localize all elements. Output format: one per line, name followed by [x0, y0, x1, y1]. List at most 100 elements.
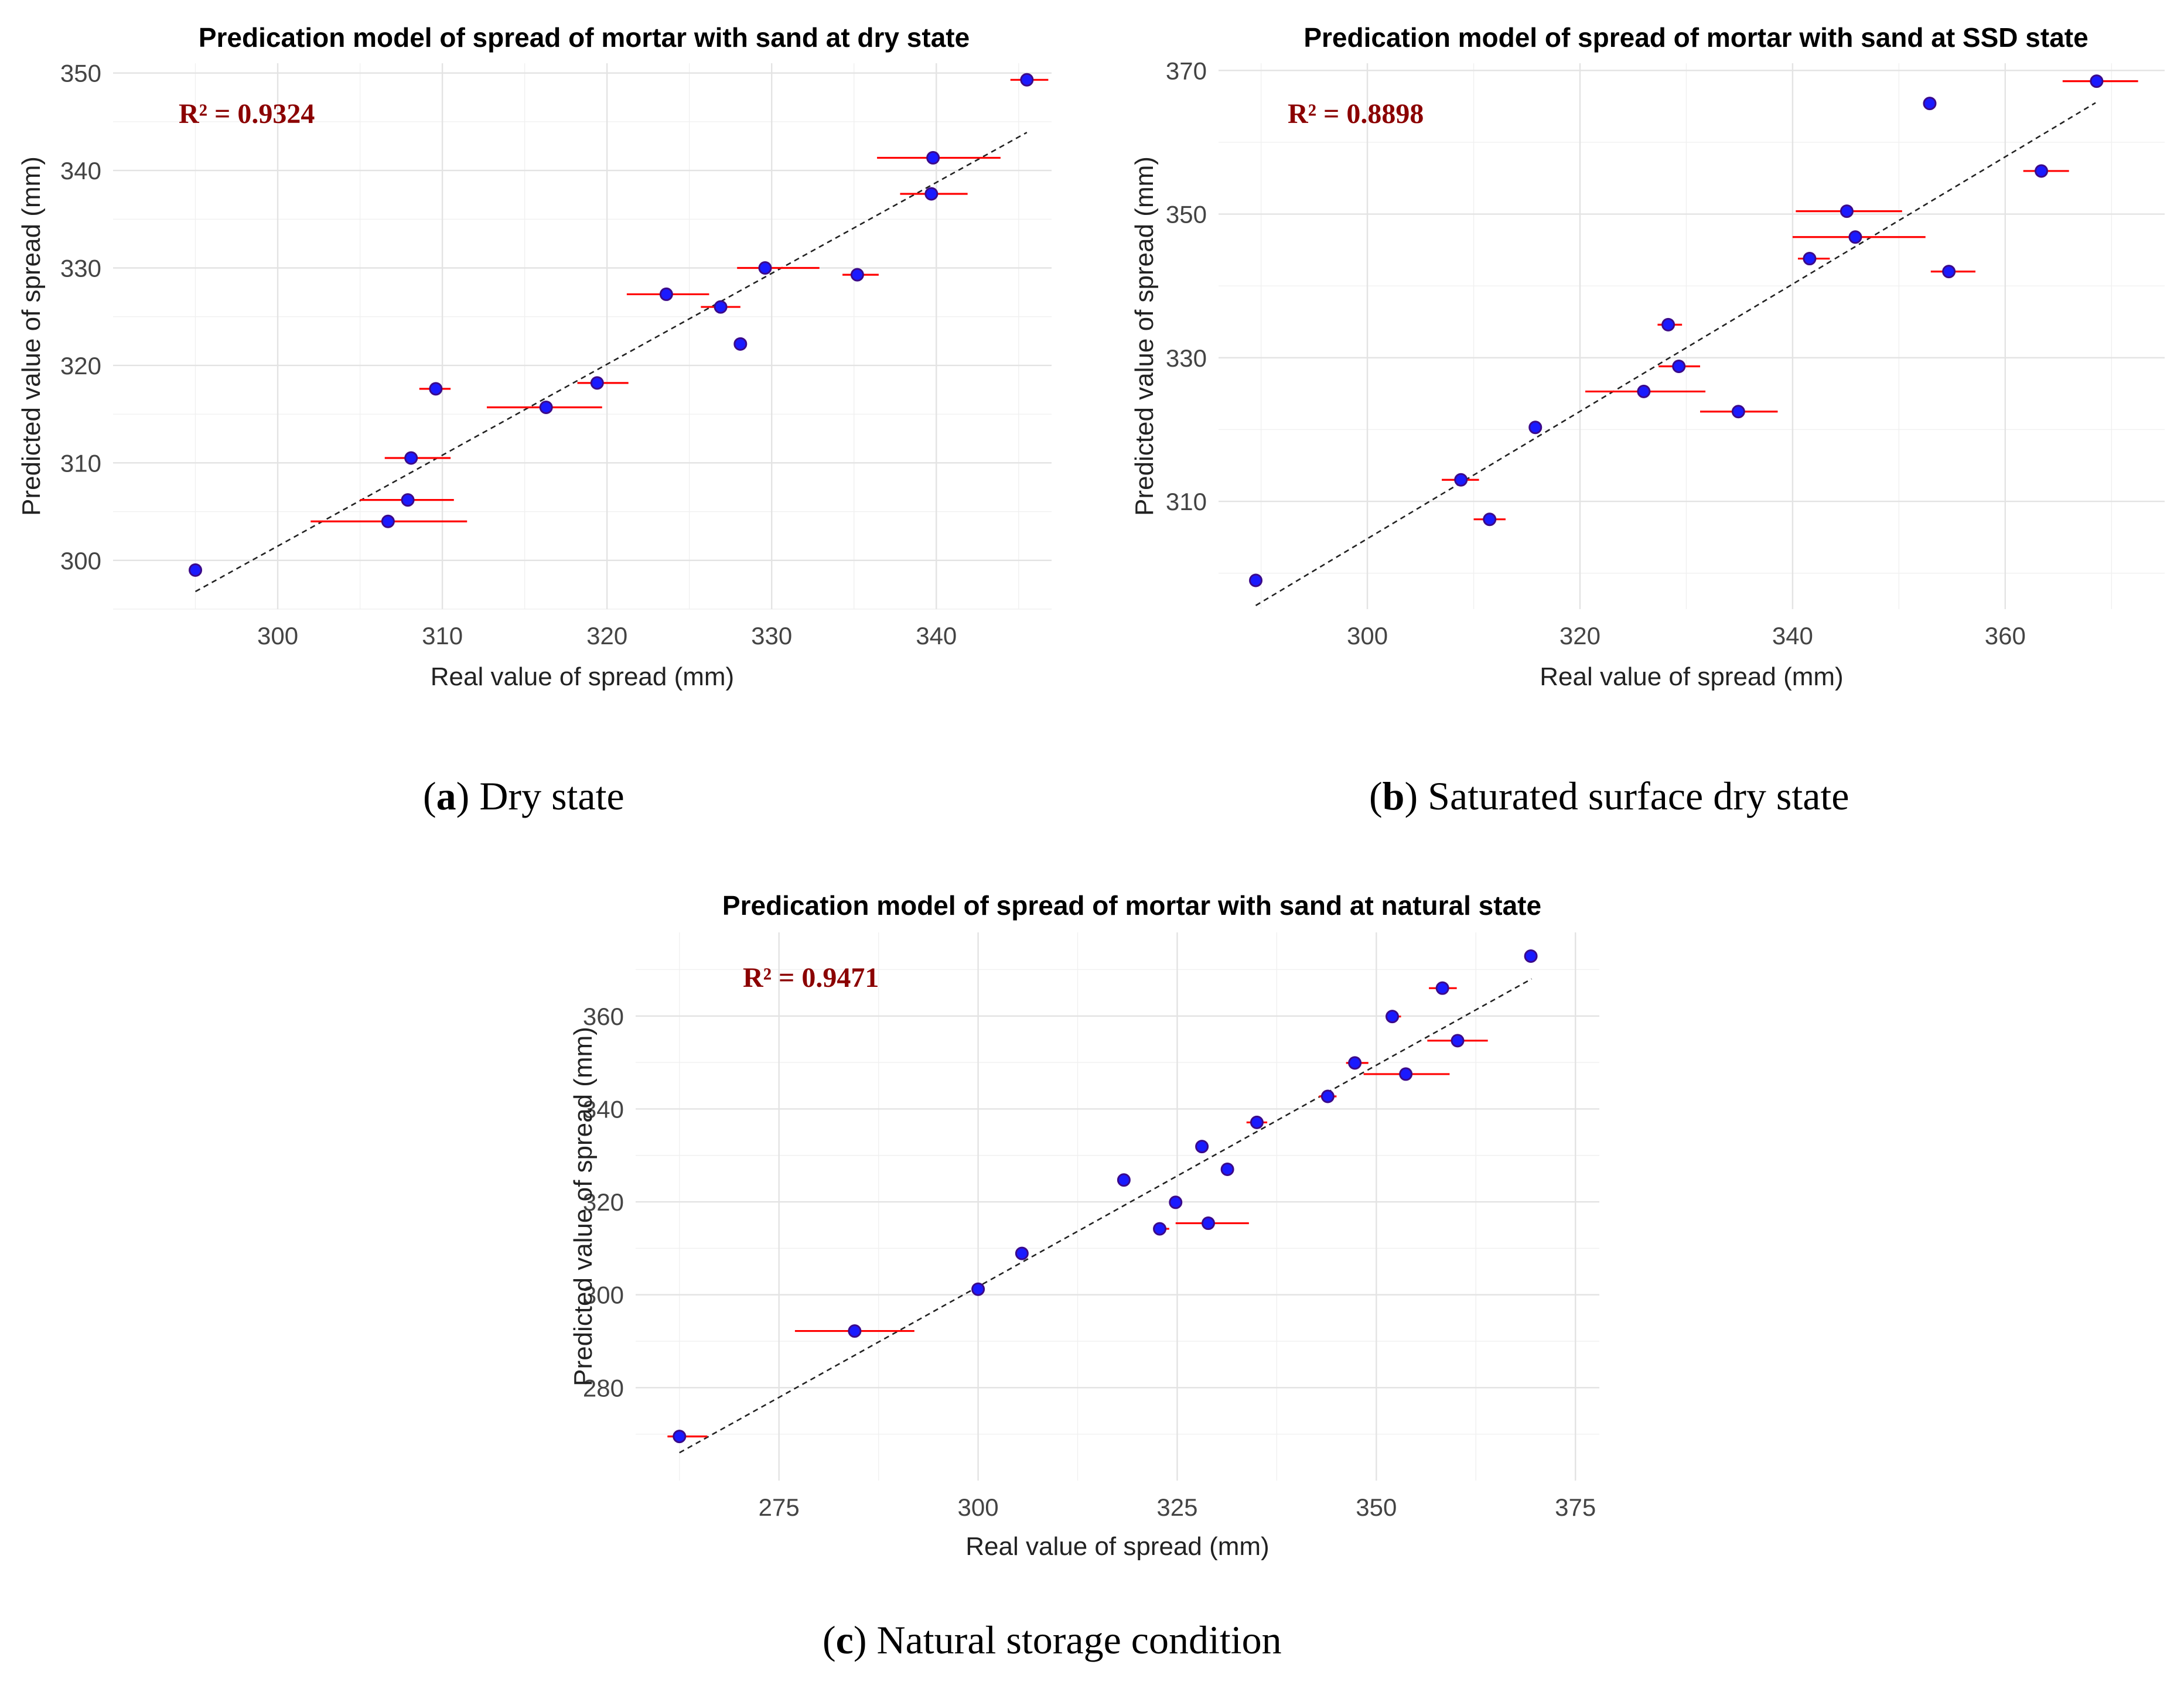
data-point-group	[1195, 1140, 1209, 1154]
data-point	[1201, 1216, 1215, 1231]
data-point-group	[2062, 74, 2138, 88]
data-point	[1015, 1246, 1029, 1260]
data-point-group	[1117, 1173, 1131, 1187]
data-point	[673, 1430, 687, 1444]
data-point	[1250, 1115, 1264, 1129]
data-point-group	[1246, 1115, 1268, 1129]
r-squared-annotation: R² = 0.9324	[179, 98, 315, 129]
y-tick-label: 330	[60, 255, 101, 282]
x-tick-label: 375	[1555, 1493, 1596, 1521]
data-point-group	[1346, 1056, 1369, 1070]
data-point-group	[1319, 1089, 1337, 1103]
data-point	[850, 268, 864, 282]
data-point	[590, 376, 604, 390]
data-point-group	[1659, 360, 1701, 374]
data-point	[758, 261, 772, 275]
data-point	[733, 337, 748, 351]
y-tick-label: 370	[1166, 57, 1207, 84]
data-point	[189, 563, 203, 577]
data-point-group	[419, 382, 451, 396]
data-point	[1451, 1034, 1465, 1048]
data-point	[1435, 981, 1449, 995]
data-point	[1195, 1140, 1209, 1154]
data-point	[1153, 1222, 1167, 1236]
data-point	[1483, 512, 1497, 527]
y-tick-label: 280	[583, 1374, 624, 1402]
data-point	[1386, 1010, 1400, 1024]
data-point-group	[1796, 204, 1902, 218]
data-point	[429, 382, 443, 396]
data-point	[401, 493, 415, 507]
data-point	[1020, 73, 1034, 87]
data-point	[1661, 317, 1675, 331]
data-point	[1348, 1056, 1362, 1070]
chart-title: Predication model of spread of mortar wi…	[722, 890, 1541, 921]
data-point-group	[2023, 164, 2069, 178]
y-tick-label: 340	[583, 1095, 624, 1123]
x-tick-label: 340	[1772, 622, 1813, 650]
gridlines	[1219, 63, 2165, 609]
y-axis-label: Predicted value of spread (mm)	[1130, 156, 1159, 516]
data-point-group	[667, 1430, 708, 1444]
y-tick-label: 350	[1166, 201, 1207, 228]
data-point	[1249, 573, 1263, 587]
data-point	[714, 300, 728, 314]
data-point-group	[1930, 265, 1975, 279]
data-point	[1672, 360, 1686, 374]
data-point	[1848, 230, 1862, 244]
data-point-group	[384, 451, 451, 465]
data-point-group	[1175, 1216, 1249, 1231]
data-point-group	[1429, 981, 1457, 995]
x-tick-label: 320	[586, 622, 627, 650]
data-point-group	[1363, 1067, 1450, 1081]
data-point	[971, 1282, 985, 1296]
y-tick-label: 300	[583, 1281, 624, 1309]
x-tick-label: 340	[916, 622, 957, 650]
chart-title: Predication model of spread of mortar wi…	[1303, 22, 2088, 53]
regression-fit-line	[194, 132, 1028, 593]
data-point	[2035, 164, 2049, 178]
data-point-group	[486, 400, 602, 414]
x-tick-label: 300	[1347, 622, 1388, 650]
data-point	[1399, 1067, 1413, 1081]
data-point-group	[626, 287, 709, 301]
data-point-group	[1657, 317, 1683, 331]
y-tick-label: 320	[60, 352, 101, 380]
data-point	[659, 287, 673, 301]
data-point-group	[1386, 1010, 1401, 1024]
data-point-group	[360, 493, 454, 507]
data-point	[848, 1324, 862, 1338]
caption-b: (b) Saturated surface dry state	[1369, 774, 1849, 818]
x-tick-label: 330	[751, 622, 792, 650]
data-point-group	[1585, 384, 1706, 398]
y-tick-label: 320	[583, 1188, 624, 1216]
y-tick-label: 350	[60, 60, 101, 87]
data-point-group	[1010, 73, 1049, 87]
data-point-group	[189, 563, 203, 577]
regression-fit-line	[679, 978, 1533, 1454]
data-point	[1942, 265, 1956, 279]
r-squared-annotation: R² = 0.9471	[743, 962, 879, 993]
data-point-group	[310, 514, 467, 528]
data-point-group	[1442, 473, 1479, 487]
x-tick-label: 360	[1985, 622, 2026, 650]
x-axis-label: Real value of spread (mm)	[965, 1532, 1269, 1561]
data-point-group	[1249, 573, 1263, 587]
data-point-group	[577, 376, 629, 390]
x-tick-label: 300	[257, 622, 298, 650]
x-tick-label: 350	[1356, 1493, 1397, 1521]
data-point	[1454, 473, 1468, 487]
regression-fit-line	[1255, 102, 2096, 606]
data-point-group	[1700, 405, 1778, 419]
gridlines	[113, 63, 1052, 610]
data-point	[1923, 97, 1937, 111]
chart-panel-3: 275 300 325 350 375 280 300 320 340 360 Predicatio…	[569, 890, 1599, 1561]
y-tick-label: 310	[60, 449, 101, 477]
data-point	[926, 151, 940, 165]
chart-panel-1: 300 310 320 330 340 300 310 320 330 340 350 Predica…	[17, 22, 1052, 691]
data-point-group	[1797, 252, 1830, 266]
data-point-group	[733, 337, 748, 351]
x-tick-label: 320	[1559, 622, 1601, 650]
x-tick-label: 310	[422, 622, 463, 650]
